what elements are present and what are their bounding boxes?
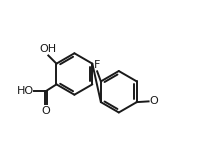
Text: OH: OH: [39, 44, 56, 54]
Text: O: O: [42, 106, 51, 116]
Text: F: F: [94, 59, 100, 70]
Text: HO: HO: [17, 86, 34, 96]
Text: O: O: [149, 96, 158, 106]
